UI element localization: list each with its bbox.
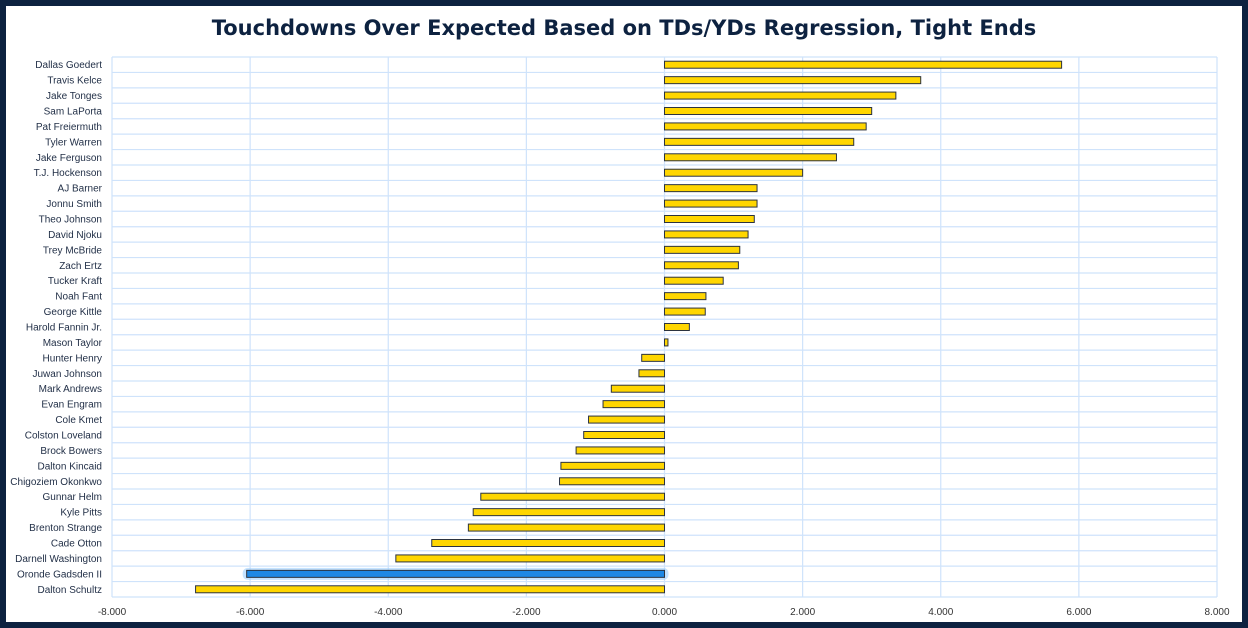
category-label: Tyler Warren <box>45 137 102 148</box>
category-label: Sam LaPorta <box>44 107 103 118</box>
bar-darnell-washington <box>395 554 665 563</box>
bar-trey-mcbride <box>664 245 741 254</box>
category-label: Travis Kelce <box>47 76 102 87</box>
category-label: Darnell Washington <box>15 554 102 565</box>
x-tick-label: -8.000 <box>98 607 127 618</box>
category-label: Jonnu Smith <box>46 199 102 210</box>
bar-sam-laporta <box>664 107 873 115</box>
bar-aj-barner <box>664 184 758 193</box>
category-label: Hunter Henry <box>43 353 102 364</box>
x-tick-label: 4.000 <box>928 607 953 618</box>
category-label: Colston Loveland <box>25 431 102 442</box>
category-label: Dallas Goedert <box>35 60 102 71</box>
category-label: Kyle Pitts <box>60 508 102 519</box>
category-label: Cole Kmet <box>55 415 102 426</box>
bar-dalton-kincaid <box>560 461 665 470</box>
x-tick-label: -6.000 <box>236 607 265 618</box>
category-label: Evan Engram <box>41 400 102 411</box>
bar-t-j-hockenson <box>664 168 804 177</box>
bar-david-njoku <box>664 230 749 239</box>
bar-brenton-strange <box>467 523 665 532</box>
category-label: Dalton Schultz <box>38 585 102 596</box>
category-label: Pat Freiermuth <box>36 122 102 133</box>
bar-brock-bowers <box>575 446 665 455</box>
bar-gunnar-helm <box>480 492 666 501</box>
bar-cole-kmet <box>588 415 665 424</box>
x-tick-label: 8.000 <box>1204 607 1229 618</box>
category-label: Jake Ferguson <box>36 153 102 164</box>
bar-jonnu-smith <box>664 199 758 208</box>
x-tick-label: 6.000 <box>1066 607 1091 618</box>
x-tick-label: -4.000 <box>374 607 403 618</box>
bar-theo-johnson <box>664 215 755 223</box>
category-label: Theo Johnson <box>39 215 102 226</box>
category-label: T.J. Hockenson <box>34 168 102 179</box>
category-label: Trey McBride <box>43 245 103 256</box>
category-label: Harold Fannin Jr. <box>26 323 102 334</box>
bar-tyler-warren <box>664 137 855 146</box>
category-label: Juwan Johnson <box>33 369 103 380</box>
category-label: Mason Taylor <box>43 338 103 349</box>
category-label: Brock Bowers <box>40 446 102 457</box>
category-label: Mark Andrews <box>39 384 102 395</box>
bar-kyle-pitts <box>472 508 665 517</box>
bar-hunter-henry <box>641 353 665 362</box>
bar-dalton-schultz <box>195 585 666 594</box>
category-label: George Kittle <box>44 307 103 318</box>
category-label: David Njoku <box>48 230 102 241</box>
bar-travis-kelce <box>664 76 922 85</box>
bar-tucker-kraft <box>664 276 724 285</box>
bar-evan-engram <box>602 400 665 409</box>
category-label: Jake Tonges <box>46 91 102 102</box>
bar-mark-andrews <box>610 384 666 393</box>
bar-zach-ertz <box>664 261 739 270</box>
category-label: Oronde Gadsden II <box>17 569 102 580</box>
category-label: Tucker Kraft <box>48 276 102 287</box>
category-label: Chigoziem Okonkwo <box>10 477 102 488</box>
x-tick-label: 0.000 <box>652 607 677 618</box>
x-tick-label: -2.000 <box>512 607 541 618</box>
bar-oronde-gadsden-ii <box>246 569 665 578</box>
bar-noah-fant <box>664 292 707 301</box>
bar-harold-fannin-jr- <box>664 323 690 331</box>
bar-pat-freiermuth <box>664 122 867 131</box>
category-label: Cade Otton <box>51 539 102 550</box>
category-label: AJ Barner <box>58 184 103 195</box>
bar-cade-otton <box>431 539 665 547</box>
bar-chigoziem-okonkwo <box>559 477 666 486</box>
category-label: Dalton Kincaid <box>38 461 102 472</box>
category-label: Zach Ertz <box>59 261 102 272</box>
category-label: Gunnar Helm <box>43 492 102 503</box>
bar-dallas-goedert <box>664 60 1063 69</box>
bar-juwan-johnson <box>638 369 666 378</box>
chart-title: Touchdowns Over Expected Based on TDs/YD… <box>211 16 1037 40</box>
bar-colston-loveland <box>583 431 666 439</box>
bar-mason-taylor <box>664 338 669 347</box>
category-label: Noah Fant <box>55 292 102 303</box>
bar-jake-ferguson <box>664 153 837 162</box>
bar-jake-tonges <box>664 91 897 100</box>
bar-george-kittle <box>664 307 706 316</box>
x-tick-label: 2.000 <box>790 607 815 618</box>
category-label: Brenton Strange <box>29 523 102 534</box>
